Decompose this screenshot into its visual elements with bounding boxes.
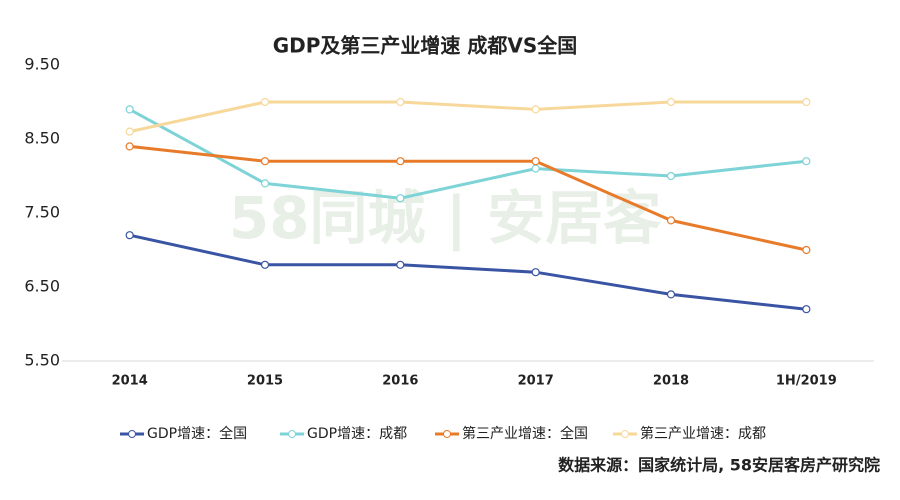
point [396,260,405,269]
x-tick-label: 2018 [653,374,689,389]
point [666,290,676,299]
source-note: 数据来源：国家统计局, 58安居客房产研究院 [558,456,880,475]
x-tick-label: 1H/2019 [776,374,837,389]
point [260,157,270,166]
point [666,97,676,107]
chart-title: GDP及第三产业增速 成都VS全国 [273,34,578,58]
point [260,179,270,188]
point [531,105,540,114]
x-tick-label: 2016 [382,374,418,389]
y-tick-label: 7.50 [24,203,60,222]
point [396,157,405,166]
point [125,142,134,151]
point [125,231,134,240]
point [531,157,540,166]
series-line [129,144,807,252]
legend-marker [621,430,629,438]
point [260,260,270,269]
legend-label: 第三产业增速：全国 [462,425,588,442]
point [396,194,405,203]
point [802,97,811,107]
y-tick-label: 6.50 [24,277,60,296]
y-tick-label: 9.50 [24,55,60,74]
point [531,164,540,173]
x-tick-label: 2014 [112,374,148,389]
point [666,216,676,225]
watermark: 58同城 | 安居客 [229,184,661,252]
y-tick-label: 8.50 [24,129,60,148]
legend-label: GDP增速：全国 [147,425,247,442]
series-line [129,100,807,134]
y-tick-label: 5.50 [24,351,60,370]
x-tick-label: 2017 [518,374,554,389]
point [125,127,134,136]
point [802,305,811,314]
legend-label: 第三产业增速：成都 [640,425,766,442]
point [260,97,270,107]
legend-marker [443,430,451,438]
point [531,268,540,277]
point [125,105,134,114]
legend-label: GDP增速：成都 [307,426,407,442]
point [396,97,405,107]
series-line [128,108,807,200]
point [802,157,811,166]
series-line [129,233,807,311]
legend-marker [288,430,296,438]
point [802,245,811,255]
x-tick-label: 2015 [247,374,283,389]
point [666,171,676,181]
legend-marker [128,430,136,438]
